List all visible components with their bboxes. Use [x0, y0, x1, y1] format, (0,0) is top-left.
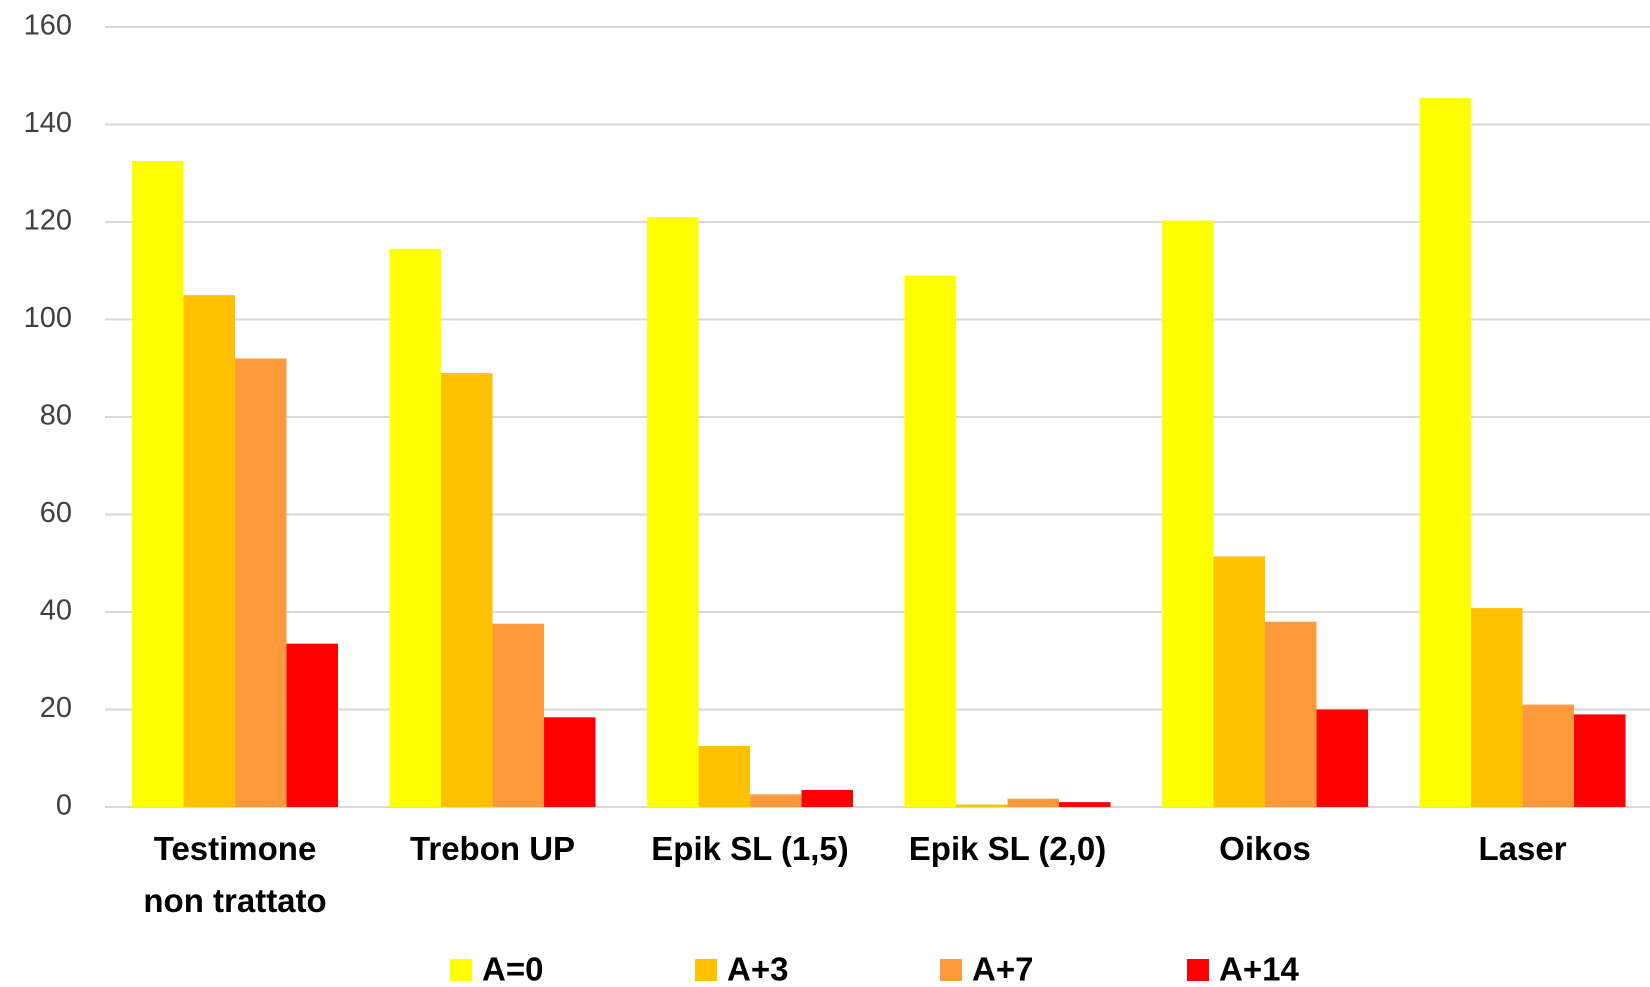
bar — [956, 804, 1008, 807]
bar — [750, 794, 802, 807]
x-tick-label: Testimone non trattato — [143, 830, 327, 919]
bar — [1265, 621, 1317, 807]
bar — [1419, 98, 1472, 808]
y-tick-label: 140 — [24, 107, 72, 139]
y-tick-label: 120 — [24, 205, 72, 237]
legend-label: A+14 — [1219, 951, 1299, 987]
bar — [544, 717, 596, 807]
bar — [183, 295, 236, 807]
bar — [1007, 798, 1060, 807]
bar — [647, 217, 699, 807]
bar — [389, 248, 442, 807]
bar — [286, 643, 339, 807]
x-tick-label: Oikos — [1219, 830, 1311, 867]
bar — [1471, 608, 1523, 807]
y-tick-label: 0 — [56, 790, 72, 822]
legend-label: A=0 — [482, 951, 543, 987]
bar — [1059, 802, 1111, 807]
legend-swatch — [695, 959, 717, 981]
bar — [1522, 704, 1575, 807]
bar — [132, 161, 184, 807]
y-tick-label: 40 — [40, 595, 72, 627]
bar — [1574, 714, 1626, 807]
y-tick-label: 60 — [40, 497, 72, 529]
bar — [1316, 709, 1369, 807]
x-tick-label: Epik SL (1,5) — [651, 830, 849, 867]
bar — [904, 275, 957, 807]
x-tick-label: Laser — [1478, 830, 1567, 867]
y-tick-label: 160 — [24, 10, 72, 42]
legend-swatch — [940, 959, 962, 981]
bar — [1213, 556, 1266, 807]
bar — [441, 373, 493, 807]
bar — [801, 789, 854, 807]
y-tick-label: 100 — [24, 302, 72, 334]
legend-label: A+7 — [972, 951, 1033, 987]
bar — [492, 623, 545, 807]
bar — [235, 358, 287, 807]
legend-label: A+3 — [727, 951, 788, 987]
y-tick-label: 20 — [40, 692, 72, 724]
x-tick-label: Epik SL (2,0) — [908, 830, 1107, 867]
y-tick-label: 80 — [40, 400, 72, 432]
legend-swatch — [1187, 959, 1209, 981]
bar — [1162, 220, 1214, 808]
x-tick-label: Trebon UP — [410, 830, 576, 867]
bar — [698, 746, 751, 807]
legend-swatch — [450, 959, 472, 981]
